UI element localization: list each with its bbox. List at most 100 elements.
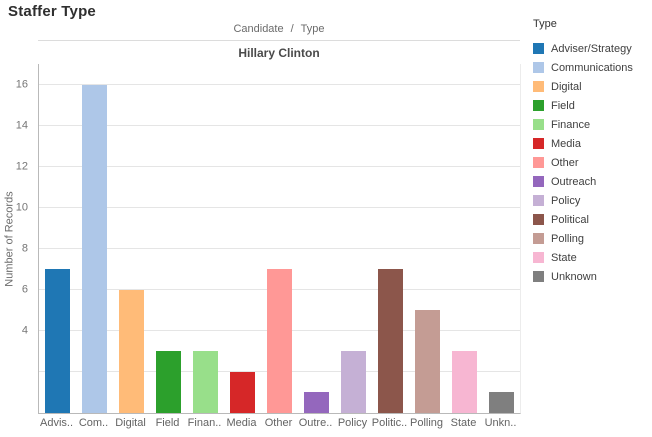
bar-slot-outreach	[298, 64, 335, 413]
legend-swatch-political	[533, 214, 544, 225]
legend-swatch-state	[533, 252, 544, 263]
bar-slot-state	[446, 64, 483, 413]
bar-adviser-strategy[interactable]	[44, 269, 71, 413]
bar-series	[39, 64, 520, 413]
legend-item-other[interactable]: Other	[533, 153, 651, 172]
legend-swatch-outreach	[533, 176, 544, 187]
y-axis-ticks: 16 14 12 10 8 6 4	[0, 64, 33, 413]
bar-slot-finance	[187, 64, 224, 413]
y-tick-10: 10	[15, 201, 28, 214]
bar-slot-policy	[335, 64, 372, 413]
bar-other[interactable]	[266, 269, 293, 413]
legend-item-policy[interactable]: Policy	[533, 191, 651, 210]
x-tick-polling: Polling	[409, 417, 444, 429]
y-tick-12: 12	[15, 160, 28, 173]
legend-item-field[interactable]: Field	[533, 96, 651, 115]
legend-item-digital[interactable]: Digital	[533, 77, 651, 96]
x-tick-adviser-strategy: Advis..	[39, 417, 73, 429]
bar-slot-unknown	[483, 64, 520, 413]
legend-swatch-digital	[533, 81, 544, 92]
legend-label-digital: Digital	[551, 80, 582, 93]
legend-label-communications: Communications	[551, 61, 633, 74]
legend-item-communications[interactable]: Communications	[533, 58, 651, 77]
bar-state[interactable]	[451, 351, 478, 413]
bar-slot-communications	[76, 64, 113, 413]
bar-political[interactable]	[377, 269, 404, 413]
y-tick-6: 6	[21, 283, 28, 296]
x-tick-state: State	[450, 417, 477, 429]
legend-label-policy: Policy	[551, 194, 581, 207]
legend-label-other: Other	[551, 156, 579, 169]
legend-swatch-polling	[533, 233, 544, 244]
x-tick-communications: Com..	[78, 417, 109, 429]
x-tick-unknown: Unkn..	[484, 417, 517, 429]
x-tick-finance: Finan..	[187, 417, 222, 429]
field-label-candidate[interactable]: Candidate	[233, 23, 284, 35]
x-tick-field: Field	[155, 417, 180, 429]
legend-label-state: State	[551, 251, 577, 264]
bar-slot-digital	[113, 64, 150, 413]
legend-label-political: Political	[551, 213, 589, 226]
bar-slot-political	[372, 64, 409, 413]
legend-item-media[interactable]: Media	[533, 134, 651, 153]
legend-swatch-adviser-strategy	[533, 43, 544, 54]
legend-swatch-other	[533, 157, 544, 168]
x-tick-political: Politic..	[371, 417, 408, 429]
bar-slot-polling	[409, 64, 446, 413]
legend-swatch-unknown	[533, 271, 544, 282]
column-field-labels: Candidate / Type	[38, 23, 520, 35]
bar-unknown[interactable]	[488, 392, 515, 413]
bar-policy[interactable]	[340, 351, 367, 413]
bar-outreach[interactable]	[303, 392, 330, 413]
legend-items: Adviser/Strategy Communications Digital Fie…	[533, 39, 651, 286]
legend: Type Adviser/Strategy Communications Digit…	[533, 18, 651, 286]
bar-slot-field	[150, 64, 187, 413]
bar-slot-other	[261, 64, 298, 413]
legend-item-outreach[interactable]: Outreach	[533, 172, 651, 191]
legend-item-political[interactable]: Political	[533, 210, 651, 229]
legend-label-polling: Polling	[551, 232, 585, 245]
legend-item-state[interactable]: State	[533, 248, 651, 267]
gridline-12	[39, 165, 520, 167]
bar-slot-media	[224, 64, 261, 413]
x-tick-media: Media	[226, 417, 257, 429]
y-tick-14: 14	[15, 119, 28, 132]
legend-swatch-field	[533, 100, 544, 111]
legend-swatch-media	[533, 138, 544, 149]
plot-area	[38, 64, 521, 414]
gridline-14	[39, 124, 520, 126]
field-label-type[interactable]: Type	[300, 23, 325, 35]
legend-swatch-policy	[533, 195, 544, 206]
legend-label-field: Field	[551, 99, 575, 112]
x-tick-digital: Digital	[115, 417, 146, 429]
legend-item-polling[interactable]: Polling	[533, 229, 651, 248]
y-tick-4: 4	[21, 324, 28, 337]
legend-item-unknown[interactable]: Unknown	[533, 267, 651, 286]
y-tick-16: 16	[15, 78, 28, 91]
legend-swatch-communications	[533, 62, 544, 73]
pane-header-label: Hillary Clinton	[238, 45, 320, 60]
gridline-10	[39, 206, 520, 208]
legend-label-adviser-strategy: Adviser/Strategy	[551, 42, 632, 55]
bar-digital[interactable]	[118, 289, 145, 413]
legend-item-finance[interactable]: Finance	[533, 115, 651, 134]
bar-slot-adviser-strategy	[39, 64, 76, 413]
bar-field[interactable]	[155, 351, 182, 413]
legend-label-outreach: Outreach	[551, 175, 597, 188]
bar-polling[interactable]	[414, 310, 441, 413]
bar-finance[interactable]	[192, 351, 219, 413]
bar-media[interactable]	[229, 371, 256, 413]
x-axis-ticks: Advis.. Com.. Digital Field Finan.. Media Othe…	[38, 417, 519, 429]
page-title: Staffer Type	[8, 3, 96, 20]
y-tick-8: 8	[21, 242, 28, 255]
gridline-8	[39, 247, 520, 249]
legend-label-media: Media	[551, 137, 581, 150]
legend-title: Type	[533, 18, 557, 30]
gridline-16	[39, 83, 520, 85]
legend-item-adviser-strategy[interactable]: Adviser/Strategy	[533, 39, 651, 58]
legend-label-unknown: Unknown	[551, 270, 597, 283]
bar-communications[interactable]	[81, 84, 108, 413]
legend-swatch-finance	[533, 119, 544, 130]
field-separator: /	[290, 23, 294, 35]
